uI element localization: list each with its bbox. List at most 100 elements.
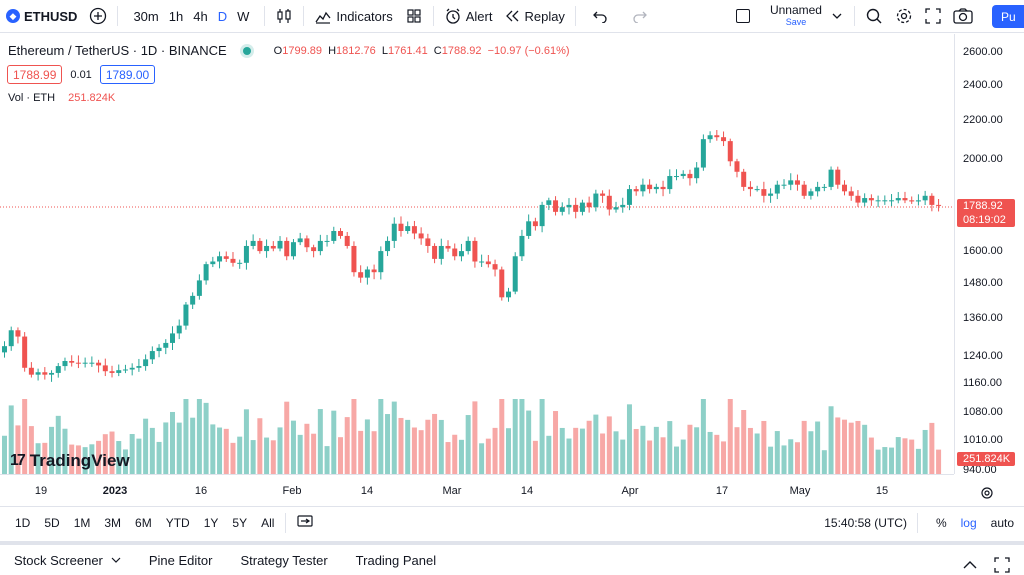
indicators-button[interactable]: Indicators [308,0,398,33]
tab-trading-panel-label: Trading Panel [355,552,437,568]
candle-body [264,245,270,252]
volume-bar [546,435,552,474]
tradingview-name: TradingView [29,451,130,470]
replay-button[interactable]: Replay [498,0,570,33]
price-scale[interactable]: 2600.00 2400.00 2200.00 2000.00 1600.00 … [954,34,1024,476]
volume-bar [506,428,511,474]
candle-body [42,372,48,375]
tab-pine-editor-label: Pine Editor [148,552,213,568]
volume-bar [210,424,216,474]
tab-pine-editor[interactable]: Pine Editor [135,553,227,568]
range-5d[interactable]: 5D [44,515,60,530]
chart-type-button[interactable] [269,0,299,33]
volume-bar [243,409,249,474]
candle-body [909,200,915,202]
volume-bar [922,429,928,474]
layout-toggle[interactable] [730,0,756,33]
interval-group: 30m 1h 4h D W [122,0,260,33]
volume-bar [613,431,619,474]
range-1y[interactable]: 1Y [203,515,219,530]
tab-stock-screener[interactable]: Stock Screener [0,553,135,568]
range-5y[interactable]: 5Y [232,515,248,530]
snapshot-button[interactable] [947,0,979,33]
chart-settings-icon[interactable] [980,486,994,500]
publish-button[interactable]: Pu [992,5,1024,28]
volume-bar [102,434,108,474]
volume-bar [69,444,75,474]
candle-body [539,204,545,227]
alert-button[interactable]: Alert [438,0,499,33]
interval-w[interactable]: W [237,8,250,24]
symbol-description[interactable]: Ethereum / TetherUS · 1D · BINANCE [8,43,227,58]
volume-bar [553,411,559,474]
price-tick: 1480.00 [963,277,1003,289]
range-1d[interactable]: 1D [15,515,31,530]
range-ytd[interactable]: YTD [165,515,190,530]
volume-bar [512,399,518,474]
candle-body [55,366,61,373]
maximize-icon[interactable] [994,557,1010,573]
volume-bar [774,431,780,474]
fullscreen-button[interactable] [919,0,947,33]
templates-button[interactable] [399,0,429,33]
price-chart[interactable] [0,34,954,474]
toolbar-divider [285,512,287,533]
volume-bar [264,437,270,474]
candle-body [647,184,653,190]
layout-square-icon [735,9,750,23]
range-6m[interactable]: 6M [135,515,152,530]
tab-trading-panel[interactable]: Trading Panel [342,553,450,568]
volume-bar [734,427,740,474]
candle-body [465,240,471,252]
candle-body [660,186,666,190]
volume-bar [55,415,61,474]
settings-button[interactable] [889,0,919,33]
volume-bar [794,442,800,474]
tradingview-logo[interactable]: 17 TradingView [10,451,130,471]
volume-legend[interactable]: Vol · ETH 251.824K [8,92,115,104]
log-scale-toggle[interactable]: log [960,516,977,530]
interval-1h[interactable]: 1h [168,8,184,24]
percent-scale-toggle[interactable]: % [935,516,947,530]
candle-body [586,202,592,208]
tab-strategy-tester[interactable]: Strategy Tester [226,553,341,568]
sell-button[interactable]: 1788.99 [7,65,63,84]
volume-bar [828,406,834,474]
volume-bar [237,436,243,474]
candle-body [761,189,767,196]
candle-body [143,359,149,367]
auto-scale-toggle[interactable]: auto [990,516,1014,530]
interval-d[interactable]: D [217,8,228,24]
candle-body [721,137,727,142]
time-axis[interactable]: 19 2023 16 Feb 14 Mar 14 Apr 17 May 15 [0,474,954,504]
chart-area[interactable]: Ethereum / TetherUS · 1D · BINANCE O1799… [0,34,1024,504]
undo-button[interactable] [580,0,620,33]
candle-body [290,242,296,257]
volume-bar [391,401,397,474]
goto-date-button[interactable] [290,514,320,531]
candle-body [183,304,189,326]
candle-body [364,269,370,278]
compare-symbol-button[interactable] [83,0,113,33]
volume-bar [842,419,847,474]
clock-time[interactable]: 15:40:58 (UTC) [824,516,907,530]
candle-body [378,251,384,273]
volume-value: 251.824K [68,92,116,104]
range-3m[interactable]: 3M [104,515,122,530]
symbol-search[interactable]: ◆ ETHUSD [0,0,83,33]
volume-bar [411,427,417,474]
range-1m[interactable]: 1M [73,515,91,530]
chevron-up-icon[interactable] [962,558,978,572]
volume-bar [895,437,901,474]
search-button[interactable] [859,0,889,33]
interval-4h[interactable]: 4h [193,8,208,24]
range-all[interactable]: All [261,515,275,530]
candle-body [929,195,935,205]
volume-bar [22,399,28,474]
buy-button[interactable]: 1789.00 [99,65,156,84]
interval-30m[interactable]: 30m [133,8,159,24]
redo-button[interactable] [620,0,660,33]
volume-bar [848,422,854,474]
volume-bar [485,438,491,474]
layout-menu[interactable]: Unnamed Save [756,0,850,33]
